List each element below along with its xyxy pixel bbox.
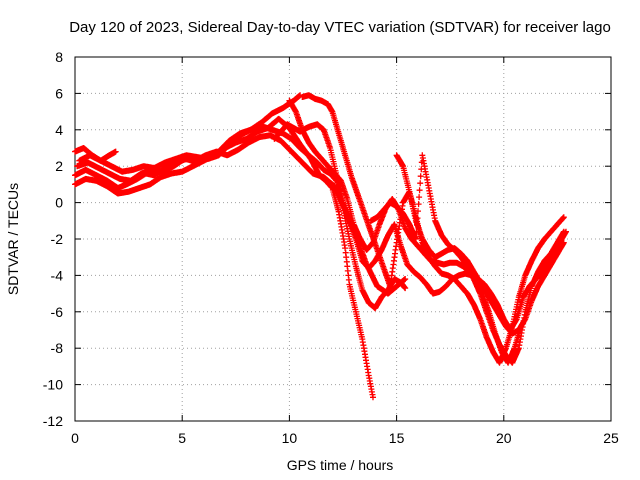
- x-tick-label: 10: [282, 430, 298, 446]
- series-track: [286, 97, 524, 366]
- y-tick-label: -8: [51, 340, 64, 356]
- chart-title: Day 120 of 2023, Sidereal Day-to-day VTE…: [69, 19, 611, 36]
- y-tick-label: 8: [55, 49, 63, 65]
- y-tick-label: 4: [55, 122, 63, 138]
- series-track: [76, 123, 409, 312]
- data-points: [72, 92, 304, 191]
- y-tick-label: 6: [55, 85, 63, 101]
- data-points: [393, 152, 567, 337]
- data-points: [299, 92, 567, 366]
- y-tick-label: -6: [51, 304, 64, 320]
- data-points: [72, 115, 376, 401]
- x-tick-label: 0: [71, 430, 79, 446]
- data-series: [72, 92, 569, 401]
- data-points: [76, 123, 409, 312]
- x-tick-label: 15: [389, 430, 405, 446]
- series-track: [393, 152, 567, 337]
- series-track: [74, 132, 409, 297]
- series-track: [72, 115, 376, 401]
- y-axis: -12 -10 -8 -6 -4 -2 0 2 4 6 8: [43, 49, 611, 429]
- x-axis: 0 5 10 15 20 25: [71, 57, 619, 446]
- y-tick-label: -4: [51, 267, 64, 283]
- x-axis-label: GPS time / hours: [287, 457, 394, 473]
- data-points: [74, 132, 409, 297]
- data-points: [286, 97, 524, 366]
- y-tick-label: -10: [43, 377, 63, 393]
- series-track: [72, 92, 304, 191]
- y-tick-label: 2: [55, 158, 63, 174]
- y-tick-label: 0: [55, 195, 63, 211]
- x-tick-label: 20: [496, 430, 512, 446]
- x-tick-label: 5: [178, 430, 186, 446]
- series-track: [299, 92, 567, 366]
- y-tick-label: -12: [43, 413, 63, 429]
- y-axis-label: SDTVAR / TECUs: [5, 183, 21, 295]
- y-tick-label: -2: [51, 231, 64, 247]
- x-tick-label: 25: [603, 430, 619, 446]
